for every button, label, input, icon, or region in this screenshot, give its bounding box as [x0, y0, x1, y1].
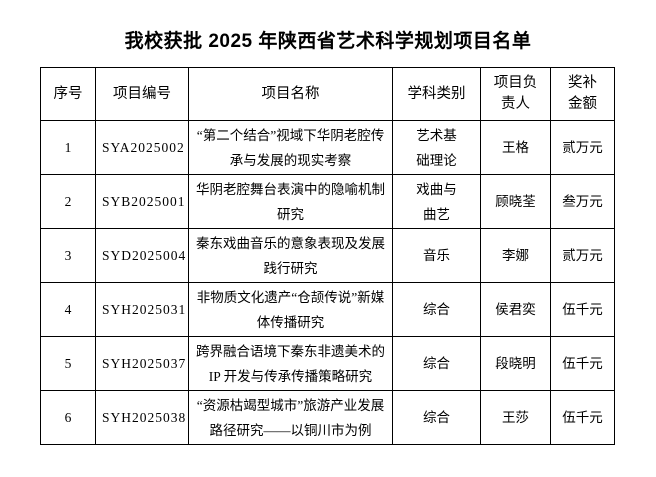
cell-amount: 伍千元 — [550, 282, 615, 337]
header-label-code: 项目编号 — [113, 85, 171, 102]
project-row: 6 SYH2025038 “资源枯竭型城市”旅游产业发展路径研究——以铜川市为例… — [40, 390, 615, 445]
page-title: 我校获批 2025 年陕西省艺术科学规划项目名单 — [124, 31, 532, 52]
cell-category: 音乐 — [392, 228, 481, 283]
header-label-no: 序号 — [53, 85, 83, 102]
cell-leader: 段晓明 — [480, 336, 551, 391]
cell-no: 5 — [40, 336, 96, 391]
header-label-amount: 奖补金额 — [568, 75, 597, 112]
project-row: 5 SYH2025037 跨界融合语境下秦东非遗美术的 IP 开发与传承传播策略… — [40, 336, 615, 391]
cell-code: SYD2025004 — [95, 228, 189, 283]
header-cell-category: 学科类别 — [392, 67, 481, 121]
category-label: 综合 — [423, 302, 450, 317]
header-cell-leader: 项目负责人 — [480, 67, 551, 121]
table-header-row: 序号 项目编号 项目名称 学科类别 项目负责人 奖补金额 — [40, 67, 615, 121]
cell-code: SYH2025038 — [95, 390, 189, 445]
header-cell-amount: 奖补金额 — [550, 67, 615, 121]
cell-no: 3 — [40, 228, 96, 283]
header-cell-no: 序号 — [40, 67, 96, 121]
category-label: 戏曲与曲艺 — [416, 181, 457, 222]
cell-category: 综合 — [392, 336, 481, 391]
cell-project-title: 非物质文化遗产“仓颉传说”新媒体传播研究 — [188, 282, 393, 337]
cell-category: 综合 — [392, 282, 481, 337]
cell-code: SYH2025037 — [95, 336, 189, 391]
project-row: 4 SYH2025031 非物质文化遗产“仓颉传说”新媒体传播研究 综合 侯君奕… — [40, 282, 615, 337]
project-row: 2 SYB2025001 华阴老腔舞台表演中的隐喻机制研究 戏曲与曲艺 顾晓荃 … — [40, 174, 615, 229]
cell-category: 综合 — [392, 390, 481, 445]
category-label: 综合 — [423, 410, 450, 425]
category-label: 音乐 — [423, 248, 450, 263]
cell-no: 1 — [40, 120, 96, 175]
cell-leader: 李娜 — [480, 228, 551, 283]
cell-leader: 侯君奕 — [480, 282, 551, 337]
header-label-category: 学科类别 — [407, 85, 466, 102]
cell-category: 艺术基础理论 — [392, 120, 481, 175]
cell-no: 2 — [40, 174, 96, 229]
cell-project-title: “第二个结合”视域下华阴老腔传承与发展的现实考察 — [188, 120, 393, 175]
cell-project-title: 华阴老腔舞台表演中的隐喻机制研究 — [188, 174, 393, 229]
cell-amount: 伍千元 — [550, 336, 615, 391]
cell-leader: 王莎 — [480, 390, 551, 445]
cell-project-title: 秦东戏曲音乐的意象表现及发展践行研究 — [188, 228, 393, 283]
header-label-title: 项目名称 — [261, 85, 320, 102]
project-row: 3 SYD2025004 秦东戏曲音乐的意象表现及发展践行研究 音乐 李娜 贰万… — [40, 228, 615, 283]
cell-code: SYB2025001 — [95, 174, 189, 229]
header-label-leader: 项目负责人 — [493, 75, 538, 112]
cell-category: 戏曲与曲艺 — [392, 174, 481, 229]
cell-amount: 叁万元 — [550, 174, 615, 229]
project-row: 1 SYA2025002 “第二个结合”视域下华阴老腔传承与发展的现实考察 艺术… — [40, 120, 615, 175]
cell-amount: 贰万元 — [550, 120, 615, 175]
cell-amount: 伍千元 — [550, 390, 615, 445]
header-cell-code: 项目编号 — [95, 67, 189, 121]
cell-code: SYH2025031 — [95, 282, 189, 337]
cell-leader: 王格 — [480, 120, 551, 175]
cell-no: 6 — [40, 390, 96, 445]
cell-leader: 顾晓荃 — [480, 174, 551, 229]
cell-no: 4 — [40, 282, 96, 337]
cell-project-title: “资源枯竭型城市”旅游产业发展路径研究——以铜川市为例 — [188, 390, 393, 445]
grants-table: 序号 项目编号 项目名称 学科类别 项目负责人 奖补金额 1 SYA202500… — [40, 67, 615, 445]
cell-amount: 贰万元 — [550, 228, 615, 283]
cell-code: SYA2025002 — [95, 120, 189, 175]
category-label: 综合 — [423, 356, 450, 371]
category-label: 艺术基础理论 — [416, 127, 457, 168]
header-cell-title: 项目名称 — [188, 67, 393, 121]
cell-project-title: 跨界融合语境下秦东非遗美术的 IP 开发与传承传播策略研究 — [188, 336, 393, 391]
